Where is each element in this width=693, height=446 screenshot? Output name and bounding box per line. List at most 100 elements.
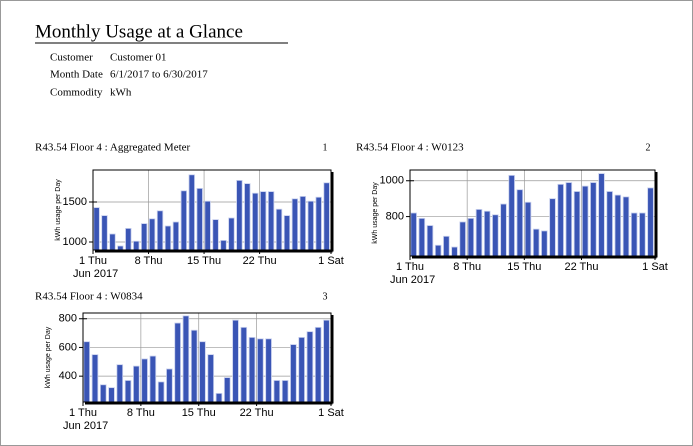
bar: [204, 200, 211, 251]
bar: [116, 364, 124, 403]
bar: [140, 223, 148, 251]
report-title: Monthly Usage at a Glance: [35, 21, 243, 42]
bar: [190, 329, 198, 403]
bar: [573, 191, 581, 257]
bar: [265, 338, 272, 403]
bar: [172, 221, 180, 251]
bar: [315, 196, 322, 251]
bar: [188, 174, 195, 251]
bar: [298, 337, 305, 403]
y-tick-label: 1500: [63, 196, 87, 208]
chart-title: R43.54 Floor 4 : W0123: [356, 142, 464, 154]
field-label: Customer: [50, 52, 93, 64]
bar: [166, 368, 173, 403]
plot-area: [93, 170, 331, 250]
panel-number: 2: [646, 142, 651, 153]
bar: [581, 185, 589, 257]
bar: [275, 208, 283, 251]
y-tick-label: 600: [59, 341, 77, 353]
bar: [117, 245, 124, 251]
bar: [590, 182, 597, 257]
bar: [467, 217, 475, 257]
x-tick-label: 8 Thu: [135, 255, 163, 267]
bar: [418, 217, 426, 257]
bar: [83, 341, 91, 403]
bar: [133, 240, 140, 251]
bar: [252, 192, 259, 251]
x-tick-label: 15 Thu: [182, 407, 216, 419]
bar: [307, 200, 314, 251]
bar: [524, 201, 532, 257]
bar: [475, 209, 483, 257]
bar: [99, 384, 107, 403]
plot-area: [410, 170, 655, 256]
x-tick-label: 1 Sat: [642, 261, 668, 273]
y-tick-label: 1000: [63, 236, 87, 248]
plot-frame: [409, 169, 656, 257]
bar: [196, 187, 203, 251]
x-tick-label: 8 Thu: [453, 261, 481, 273]
bar: [240, 326, 248, 403]
bar: [149, 355, 157, 403]
bar: [133, 365, 140, 403]
bar: [314, 326, 322, 403]
y-axis-label: kWh usage per Day: [45, 326, 52, 388]
bar: [532, 228, 540, 257]
bar: [281, 380, 289, 403]
y-tick-label: 800: [386, 210, 404, 222]
bar: [639, 212, 646, 257]
bar: [232, 319, 239, 403]
y-tick-label: 800: [59, 313, 77, 325]
bar: [483, 210, 491, 257]
y-tick-label: 400: [59, 370, 77, 382]
x-sublabel: Jun 2017: [390, 274, 435, 286]
x-tick-label: 22 Thu: [243, 255, 277, 267]
bar: [257, 338, 264, 403]
bar: [291, 198, 299, 251]
bar: [622, 196, 630, 257]
x-tick-label: 1 Thu: [69, 407, 97, 419]
bar: [516, 189, 524, 257]
x-sublabel: Jun 2017: [73, 268, 118, 280]
bar: [630, 212, 638, 257]
bar: [557, 183, 564, 257]
bar: [259, 191, 267, 251]
x-tick-label: 15 Thu: [187, 255, 221, 267]
field-label: Commodity: [50, 87, 103, 99]
bar: [109, 233, 116, 251]
field-value: kWh: [110, 87, 132, 99]
bar: [223, 377, 231, 403]
chart-title: R43.54 Floor 4 : Aggregated Meter: [35, 142, 191, 154]
x-tick-label: 1 Thu: [396, 261, 424, 273]
bar: [426, 225, 434, 257]
bar: [199, 341, 206, 403]
bar: [108, 387, 115, 403]
bar: [220, 239, 227, 251]
bar: [606, 191, 613, 257]
bar: [228, 217, 235, 251]
plot-area: [83, 313, 331, 402]
x-tick-label: 1 Sat: [318, 407, 344, 419]
field-value: Customer 01: [110, 52, 167, 64]
bar: [93, 207, 100, 251]
bar: [164, 225, 172, 251]
bar: [451, 246, 458, 257]
bar: [244, 183, 251, 251]
bar: [124, 380, 132, 403]
bar: [174, 322, 181, 403]
bar: [215, 392, 223, 403]
plot-frame: [82, 312, 332, 403]
bar: [101, 215, 108, 251]
bar: [267, 191, 275, 251]
bar: [492, 214, 499, 257]
x-tick-label: 22 Thu: [564, 261, 598, 273]
bar: [248, 337, 256, 403]
panel-number: 1: [323, 142, 328, 153]
y-axis-label: kWh usage per Day: [55, 179, 62, 241]
bar: [207, 354, 215, 403]
field-value: 6/1/2017 to 6/30/2017: [110, 69, 208, 81]
bar: [565, 182, 573, 257]
bar: [148, 218, 156, 251]
y-axis-label: kWh usage per Day: [372, 182, 379, 244]
